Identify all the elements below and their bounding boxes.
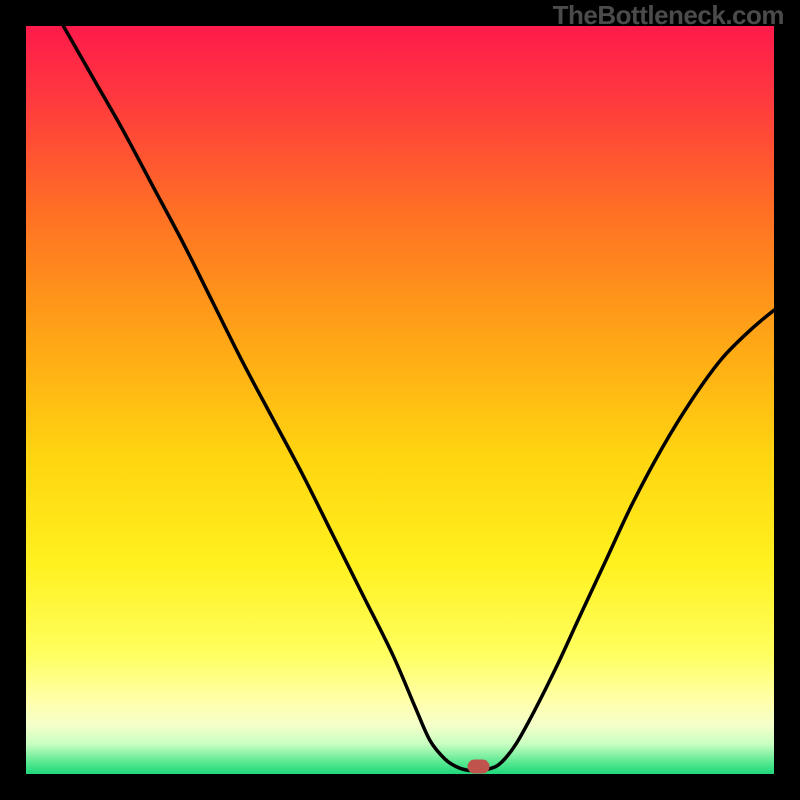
optimal-point-marker [468, 760, 490, 774]
chart-background [26, 26, 774, 774]
chart-svg [0, 0, 800, 800]
chart-container: TheBottleneck.com [0, 0, 800, 800]
watermark-text: TheBottleneck.com [553, 0, 784, 31]
